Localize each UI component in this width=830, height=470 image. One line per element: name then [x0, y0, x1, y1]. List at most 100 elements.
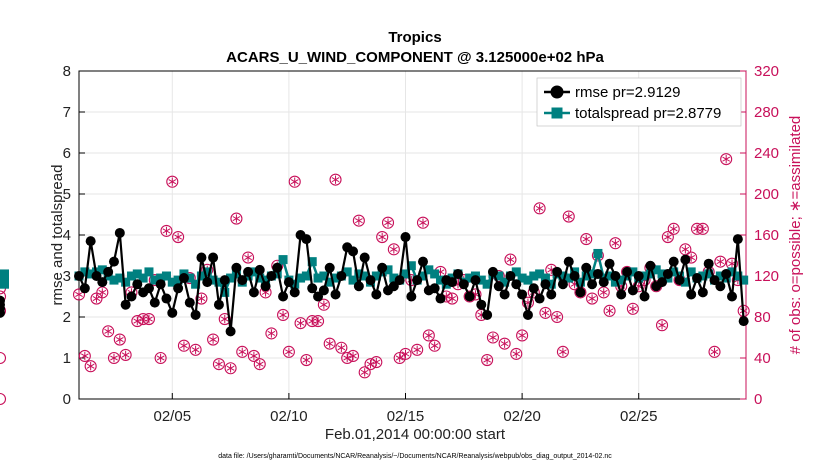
totalspread-point	[109, 275, 119, 285]
rmse-point	[103, 266, 114, 277]
rmse-point	[587, 279, 598, 290]
rmse-point	[522, 309, 533, 320]
rmse-point	[692, 273, 703, 284]
rmse-point	[645, 260, 656, 271]
obs-possible-point	[84, 360, 97, 373]
totalspread-point	[86, 269, 96, 279]
totalspread-point	[249, 267, 259, 277]
x-tick-label: 02/15	[387, 408, 425, 425]
rmse-point	[196, 252, 207, 263]
totalspread-point	[564, 273, 574, 283]
rmse-point	[604, 258, 615, 269]
totalspread-point	[161, 271, 171, 281]
obs-assimilated-point	[349, 351, 357, 361]
rmse-point	[598, 277, 609, 288]
obs-assimilated-point	[366, 359, 375, 369]
obs-possible-point	[212, 358, 225, 371]
obs-assimilated-point	[360, 368, 369, 377]
obs-assimilated-point	[389, 245, 398, 254]
obs-assimilated-point	[378, 232, 387, 242]
rmse-point	[97, 277, 108, 288]
rmse-point	[324, 262, 335, 273]
obs-assimilated-point	[104, 327, 113, 336]
totalspread-point	[371, 271, 381, 281]
y-axis-label: rmse and totalspread	[49, 165, 66, 306]
totalspread-point	[191, 279, 201, 289]
obs-possible-point	[411, 343, 424, 356]
rmse-point	[592, 268, 603, 279]
obs-assimilated-point	[483, 355, 492, 365]
obs-possible-point	[504, 253, 517, 266]
obs-possible-point	[0, 290, 7, 303]
obs-possible-point	[119, 348, 132, 361]
obs-assimilated-point	[424, 331, 433, 340]
rmse-point	[476, 299, 487, 310]
rmse-point	[225, 326, 236, 337]
rmse-point	[155, 279, 166, 290]
obs-assimilated-point	[698, 224, 707, 234]
totalspread-point	[640, 271, 650, 281]
rmse-point	[557, 279, 568, 290]
y-tick-label: 2	[63, 309, 71, 326]
obs-assimilated-point	[319, 300, 328, 309]
rmse-point	[703, 258, 714, 269]
obs-possible-point	[720, 153, 733, 166]
totalspread-point	[173, 275, 183, 285]
obs-possible-point	[655, 319, 669, 332]
obs-assimilated-point	[489, 333, 497, 342]
obs-possible-point	[0, 392, 7, 406]
totalspread-point	[272, 269, 282, 279]
obs-assimilated-point	[611, 239, 620, 248]
y2-tick-label: 120	[754, 268, 779, 285]
obs-assimilated-point	[220, 314, 229, 324]
totalspread-point	[739, 275, 749, 285]
rmse-point	[254, 264, 265, 275]
totalspread-point	[208, 275, 218, 285]
rmse-point	[132, 279, 143, 290]
obs-possible-point	[551, 310, 564, 324]
totalspread-point	[331, 273, 341, 283]
totalspread-point	[535, 269, 545, 279]
obs-possible-point	[498, 337, 511, 350]
y2-axis-label: # of obs: o=possible; ∗=assimilated	[787, 116, 804, 355]
x-axis: 02/05 02/10 02/15 02/20 02/25	[154, 393, 657, 425]
rmse-point	[540, 279, 551, 290]
totalspread-point	[80, 267, 90, 277]
totalspread-point	[383, 265, 393, 275]
y2-tick-label: 0	[754, 391, 762, 408]
rmse-point	[336, 271, 347, 281]
obs-assimilated-point	[86, 362, 95, 371]
rmse-point	[173, 283, 184, 294]
rmse-point	[178, 273, 189, 284]
obs-assimilated-point	[226, 364, 235, 373]
rmse-point	[400, 232, 411, 243]
obs-assimilated-point	[279, 310, 287, 320]
rmse-point	[499, 289, 510, 300]
obs-possible-point	[416, 216, 430, 229]
totalspread-point	[704, 269, 714, 279]
totalspread-point	[406, 261, 416, 271]
rmse-point	[534, 293, 545, 304]
obs-assimilated-point	[80, 351, 89, 361]
y2-tick-label: 200	[754, 186, 779, 203]
totalspread-point	[476, 275, 486, 285]
obs-assimilated-point	[663, 232, 672, 242]
obs-possible-point	[562, 210, 575, 223]
obs-possible-point	[107, 351, 121, 365]
totalspread-point	[226, 273, 236, 283]
obs-assimilated-point	[92, 294, 101, 303]
rmse-point	[272, 262, 283, 273]
rmse-point	[721, 268, 732, 279]
totalspread-point	[319, 271, 329, 281]
totalspread-point	[325, 277, 335, 287]
rmse-point	[283, 277, 294, 288]
rmse-point	[627, 285, 638, 296]
obs-possible-point	[335, 341, 348, 354]
totalspread-point	[342, 267, 352, 277]
rmse-point	[301, 234, 312, 245]
y2-tick-label: 40	[754, 350, 771, 367]
obs-possible-point	[224, 362, 237, 375]
obs-assimilated-point	[290, 177, 299, 186]
y-tick-label: 1	[63, 350, 71, 367]
obs-assimilated-point	[110, 353, 118, 363]
